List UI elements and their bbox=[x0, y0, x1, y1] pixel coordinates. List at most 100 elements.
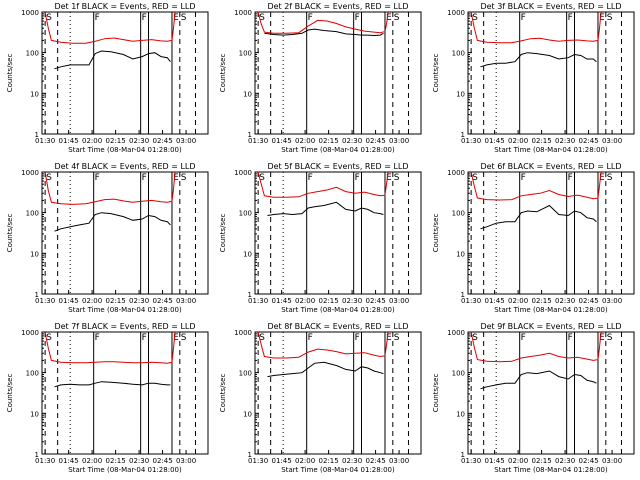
x-tick-label: 02:15 bbox=[106, 297, 126, 305]
x-tick-label: 02:00 bbox=[82, 137, 102, 145]
time-marker-label: S bbox=[607, 13, 613, 23]
chart-panel: Det 5f BLACK = Events, RED = LLD 1 10 100 10… bbox=[219, 162, 422, 314]
chart-panel: Det 1f BLACK = Events, RED = LLD 1 10 100 10… bbox=[6, 2, 209, 154]
y-tick-label: 10 bbox=[456, 90, 465, 98]
chart-title: Det 7f BLACK = Events, RED = LLD bbox=[54, 322, 195, 331]
x-tick-label: 02:45 bbox=[152, 457, 172, 465]
x-tick-label: 02:45 bbox=[152, 137, 172, 145]
time-marker-label: S bbox=[259, 13, 265, 23]
lld-series-line bbox=[257, 331, 389, 359]
time-marker-label: F bbox=[308, 173, 313, 183]
y-tick-label: 1000 bbox=[21, 329, 39, 337]
time-marker-label: E bbox=[386, 173, 392, 183]
y-tick-label: 10 bbox=[456, 410, 465, 418]
y-tick-label: 1000 bbox=[447, 169, 465, 177]
time-marker-label: S bbox=[181, 173, 187, 183]
time-marker-label: S bbox=[472, 13, 478, 23]
time-marker-label: S bbox=[181, 13, 187, 23]
x-tick-label: 01:30 bbox=[461, 457, 481, 465]
lld-series-line bbox=[257, 11, 389, 34]
x-tick-label: 01:45 bbox=[59, 297, 79, 305]
y-axis-label: Counts/sec bbox=[432, 214, 440, 253]
x-tick-label: 02:00 bbox=[508, 457, 528, 465]
x-axis-label: Start Time (08-Mar-04 01:28:00) bbox=[494, 146, 608, 154]
y-tick-label: 100 bbox=[452, 50, 465, 58]
x-tick-label: 02:30 bbox=[129, 457, 149, 465]
y-tick-label: 1 bbox=[35, 291, 39, 299]
events-series-line bbox=[54, 50, 171, 70]
x-tick-label: 01:30 bbox=[461, 137, 481, 145]
x-axis-label: Start Time (08-Mar-04 01:28:00) bbox=[68, 306, 182, 314]
y-tick-label: 100 bbox=[26, 370, 39, 378]
x-tick-label: 02:00 bbox=[508, 137, 528, 145]
y-tick-label: 1 bbox=[248, 131, 252, 139]
chart-panel: Det 2f BLACK = Events, RED = LLD 1 10 100 10… bbox=[219, 2, 422, 154]
y-tick-label: 10 bbox=[30, 410, 39, 418]
y-tick-label: 1 bbox=[35, 451, 39, 459]
y-tick-label: 100 bbox=[452, 370, 465, 378]
plot-frame bbox=[41, 331, 209, 455]
time-marker-label: S bbox=[607, 333, 613, 343]
plot-frame bbox=[41, 11, 209, 135]
plot-frame bbox=[254, 11, 422, 135]
time-marker-label: F bbox=[308, 13, 313, 23]
time-marker-label: E bbox=[599, 173, 605, 183]
y-tick-label: 10 bbox=[30, 250, 39, 258]
y-tick-label: 10 bbox=[243, 90, 252, 98]
events-series-line bbox=[54, 212, 171, 232]
x-tick-label: 02:15 bbox=[532, 297, 552, 305]
lld-series-line bbox=[44, 331, 176, 364]
y-tick-label: 10 bbox=[243, 410, 252, 418]
y-axis-label: Counts/sec bbox=[219, 374, 227, 413]
x-axis-label: Start Time (08-Mar-04 01:28:00) bbox=[68, 146, 182, 154]
x-tick-label: 02:45 bbox=[152, 297, 172, 305]
time-marker-label: E bbox=[386, 333, 392, 343]
time-marker-label: F bbox=[568, 173, 573, 183]
time-marker-label: E bbox=[173, 333, 179, 343]
y-tick-label: 1 bbox=[248, 451, 252, 459]
time-marker-label: F bbox=[521, 173, 526, 183]
time-marker-label: S bbox=[46, 13, 52, 23]
x-tick-label: 03:00 bbox=[602, 457, 622, 465]
x-axis-label: Start Time (08-Mar-04 01:28:00) bbox=[68, 466, 182, 474]
x-tick-label: 02:00 bbox=[82, 457, 102, 465]
chart-title: Det 3f BLACK = Events, RED = LLD bbox=[480, 2, 621, 11]
y-axis-label: Counts/sec bbox=[432, 374, 440, 413]
y-tick-label: 10 bbox=[30, 90, 39, 98]
x-tick-label: 01:45 bbox=[272, 137, 292, 145]
x-tick-label: 03:00 bbox=[176, 297, 196, 305]
x-tick-label: 02:15 bbox=[319, 137, 339, 145]
x-tick-label: 01:45 bbox=[272, 457, 292, 465]
chart-panel: Det 9f BLACK = Events, RED = LLD 1 10 100 10… bbox=[432, 322, 635, 474]
y-tick-label: 1000 bbox=[234, 9, 252, 17]
y-tick-label: 1000 bbox=[447, 9, 465, 17]
x-tick-label: 03:00 bbox=[389, 457, 409, 465]
y-tick-label: 1000 bbox=[447, 329, 465, 337]
time-marker-label: F bbox=[521, 333, 526, 343]
lld-series-line bbox=[257, 171, 389, 198]
y-tick-label: 1000 bbox=[21, 9, 39, 17]
events-series-line bbox=[267, 361, 384, 378]
y-tick-label: 100 bbox=[26, 50, 39, 58]
y-tick-label: 10 bbox=[243, 250, 252, 258]
x-tick-label: 02:15 bbox=[319, 297, 339, 305]
time-marker-label: F bbox=[142, 333, 147, 343]
x-tick-label: 02:45 bbox=[578, 457, 598, 465]
time-marker-label: E bbox=[173, 173, 179, 183]
time-marker-label: S bbox=[181, 333, 187, 343]
y-axis-label: Counts/sec bbox=[219, 54, 227, 93]
y-tick-label: 1 bbox=[248, 291, 252, 299]
x-tick-label: 03:00 bbox=[602, 297, 622, 305]
x-tick-label: 02:30 bbox=[129, 137, 149, 145]
time-marker-label: F bbox=[95, 173, 100, 183]
time-marker-label: F bbox=[142, 13, 147, 23]
chart-title: Det 4f BLACK = Events, RED = LLD bbox=[54, 162, 195, 171]
events-series-line bbox=[54, 381, 171, 388]
x-tick-label: 02:15 bbox=[319, 457, 339, 465]
time-marker-label: E bbox=[599, 13, 605, 23]
y-axis-label: Counts/sec bbox=[432, 54, 440, 93]
x-tick-label: 01:45 bbox=[485, 457, 505, 465]
x-tick-label: 02:45 bbox=[578, 297, 598, 305]
time-marker-label: S bbox=[394, 173, 400, 183]
x-tick-label: 01:30 bbox=[248, 297, 268, 305]
